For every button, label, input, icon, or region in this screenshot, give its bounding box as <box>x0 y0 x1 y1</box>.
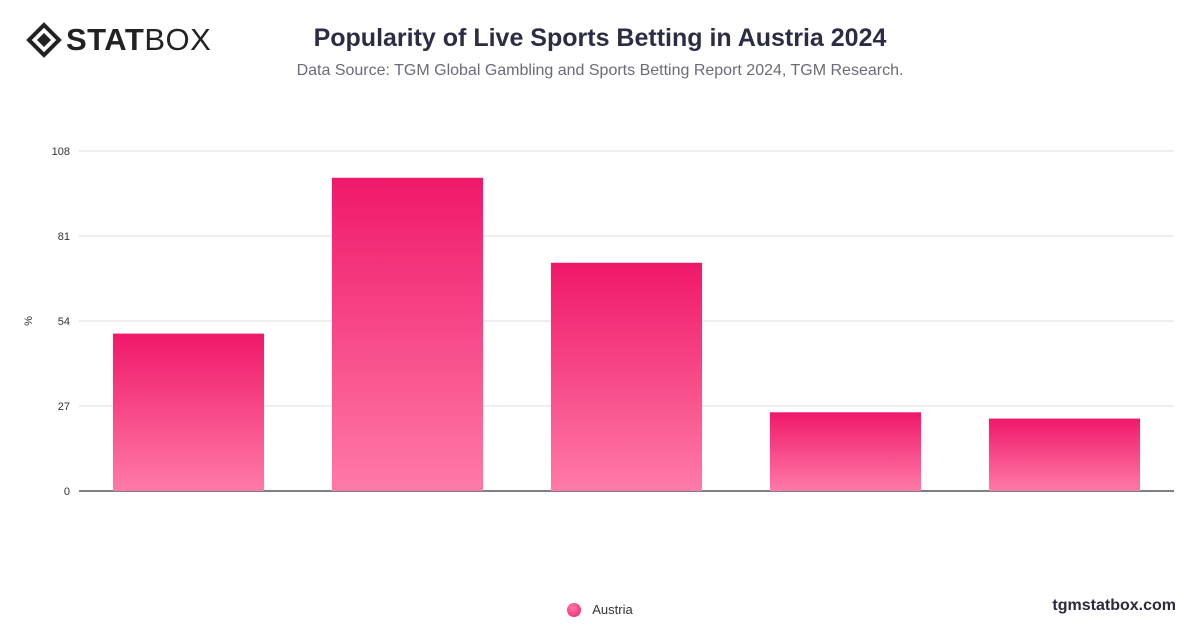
y-tick-label: 81 <box>58 231 70 243</box>
y-axis: 0 27 54 81 108 <box>52 146 70 498</box>
statbox-logo-icon <box>26 22 62 58</box>
watermark: tgmstatbox.com <box>1052 597 1176 614</box>
bar-5 <box>988 418 1141 491</box>
y-tick-label: 27 <box>58 401 70 413</box>
logo-text-light: BOX <box>144 22 212 57</box>
bar-4 <box>769 412 922 491</box>
logo-wordmark: STATBOX <box>66 22 211 58</box>
y-axis-label: % <box>23 316 35 326</box>
logo-text-bold: STAT <box>66 22 145 57</box>
bar-1 <box>112 333 265 491</box>
y-tick-label: 0 <box>64 486 70 498</box>
bars <box>112 177 1141 491</box>
bar-3 <box>550 262 703 491</box>
y-tick-label: 108 <box>52 146 70 158</box>
chart-title: Popularity of Live Sports Betting in Aus… <box>313 24 887 52</box>
legend-swatch <box>567 602 582 617</box>
legend-label: Austria <box>592 602 633 617</box>
bar-2 <box>331 177 484 491</box>
chart-subtitle: Data Source: TGM Global Gambling and Spo… <box>296 62 904 79</box>
y-tick-label: 54 <box>58 316 70 328</box>
chart-legend: Austria <box>0 602 1200 617</box>
statbox-logo: STATBOX <box>26 22 211 58</box>
